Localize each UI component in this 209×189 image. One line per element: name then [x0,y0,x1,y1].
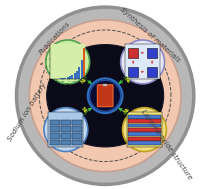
FancyBboxPatch shape [97,85,113,107]
Circle shape [121,40,164,84]
Circle shape [46,40,90,84]
Text: Synthesis of materials: Synthesis of materials [119,6,181,63]
Bar [103,84,107,86]
Ellipse shape [29,20,181,172]
Text: Publications: Publications [38,21,71,56]
Ellipse shape [47,45,164,147]
Circle shape [44,108,88,152]
Text: N₂: N₂ [79,77,88,85]
Text: Sodium ion battery: Sodium ion battery [7,82,48,142]
Circle shape [122,108,166,152]
Circle shape [17,7,194,184]
Text: N₂: N₂ [122,77,131,85]
Text: N₂: N₂ [122,107,131,115]
Circle shape [90,80,121,111]
Text: Layered oxide structure: Layered oxide structure [140,108,193,180]
Text: N₂: N₂ [79,107,88,115]
